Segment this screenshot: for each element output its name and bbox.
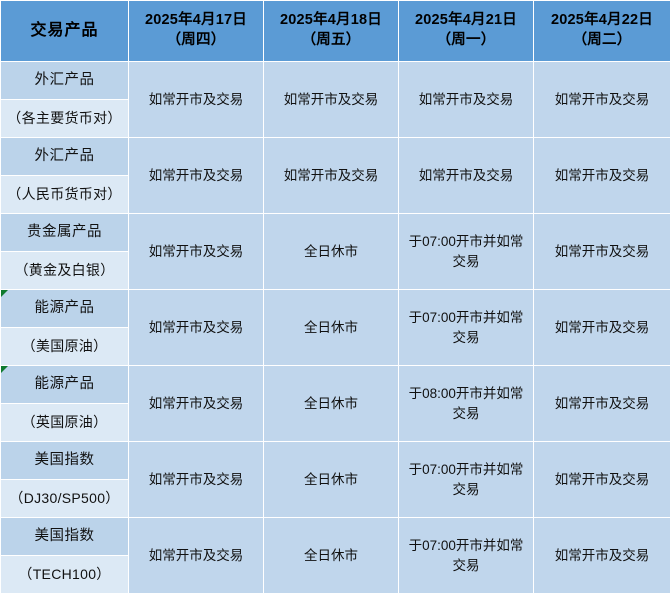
column-header-date-line: 2025年4月18日 [266, 11, 396, 31]
schedule-cell-0422: 如常开市及交易 [534, 62, 670, 138]
schedule-cell-0417: 如常开市及交易 [129, 62, 264, 138]
table-row: 能源产品 如常开市及交易 全日休市 于08:00开市并如常交易 如常开市及交易 [1, 366, 670, 404]
table-header: 交易产品 2025年4月17日 （周四） 2025年4月18日 （周五） 202… [1, 1, 670, 62]
column-header-product: 交易产品 [1, 1, 129, 62]
schedule-cell-0417: 如常开市及交易 [129, 366, 264, 442]
product-sub-cell: （美国原油） [1, 328, 129, 366]
schedule-cell-text: 于07:00开市并如常交易 [404, 460, 528, 499]
schedule-cell-0418: 全日休市 [264, 518, 399, 594]
comment-marker-icon [1, 290, 8, 297]
product-name-cell: 美国指数 [1, 442, 129, 480]
schedule-cell-0417: 如常开市及交易 [129, 518, 264, 594]
column-header-date-line: 2025年4月21日 [401, 11, 531, 31]
schedule-cell-text: 于08:00开市并如常交易 [404, 384, 528, 423]
schedule-cell-text: 全日休市 [269, 470, 393, 490]
schedule-cell-text: 如常开市及交易 [540, 394, 664, 414]
table-row: 贵金属产品 如常开市及交易 全日休市 于07:00开市并如常交易 如常开市及交易 [1, 214, 670, 252]
schedule-cell-0421: 如常开市及交易 [399, 62, 534, 138]
schedule-cell-text: 于07:00开市并如常交易 [404, 536, 528, 575]
product-sub-cell: （英国原油） [1, 404, 129, 442]
column-header-date-line: 2025年4月17日 [131, 11, 261, 31]
schedule-cell-text: 如常开市及交易 [134, 470, 258, 490]
schedule-cell-0418: 全日休市 [264, 366, 399, 442]
column-header-weekday-line: （周五） [266, 31, 396, 51]
schedule-cell-text: 如常开市及交易 [134, 166, 258, 186]
schedule-cell-0417: 如常开市及交易 [129, 138, 264, 214]
schedule-cell-0418: 如常开市及交易 [264, 138, 399, 214]
schedule-cell-text: 如常开市及交易 [540, 242, 664, 262]
table-row: 外汇产品 如常开市及交易 如常开市及交易 如常开市及交易 如常开市及交易 [1, 138, 670, 176]
schedule-cell-0421: 如常开市及交易 [399, 138, 534, 214]
schedule-cell-0417: 如常开市及交易 [129, 214, 264, 290]
product-sub-cell: （TECH100） [1, 556, 129, 594]
schedule-cell-text: 如常开市及交易 [134, 318, 258, 338]
schedule-cell-0422: 如常开市及交易 [534, 518, 670, 594]
product-name-cell: 外汇产品 [1, 62, 129, 100]
product-sub-cell: （DJ30/SP500） [1, 480, 129, 518]
schedule-cell-text: 如常开市及交易 [540, 546, 664, 566]
table-row: 美国指数 如常开市及交易 全日休市 于07:00开市并如常交易 如常开市及交易 [1, 442, 670, 480]
schedule-cell-text: 于07:00开市并如常交易 [404, 232, 528, 271]
schedule-cell-0421: 于08:00开市并如常交易 [399, 366, 534, 442]
comment-marker-icon [1, 366, 8, 373]
schedule-cell-text: 如常开市及交易 [134, 546, 258, 566]
table-row: 美国指数 如常开市及交易 全日休市 于07:00开市并如常交易 如常开市及交易 [1, 518, 670, 556]
schedule-cell-text: 全日休市 [269, 318, 393, 338]
schedule-cell-0422: 如常开市及交易 [534, 138, 670, 214]
product-name-cell: 能源产品 [1, 290, 129, 328]
schedule-cell-text: 如常开市及交易 [540, 166, 664, 186]
product-name-text: 能源产品 [35, 300, 95, 316]
schedule-cell-0421: 于07:00开市并如常交易 [399, 214, 534, 290]
product-name-text: 能源产品 [35, 376, 95, 392]
schedule-cell-text: 如常开市及交易 [134, 394, 258, 414]
schedule-cell-text: 如常开市及交易 [540, 470, 664, 490]
schedule-cell-0417: 如常开市及交易 [129, 290, 264, 366]
table-body: 外汇产品 如常开市及交易 如常开市及交易 如常开市及交易 如常开市及交易 （各主… [1, 62, 670, 594]
column-header-2025-04-18: 2025年4月18日 （周五） [264, 1, 399, 62]
schedule-cell-0421: 于07:00开市并如常交易 [399, 518, 534, 594]
product-name-cell: 外汇产品 [1, 138, 129, 176]
product-name-cell: 贵金属产品 [1, 214, 129, 252]
table-row: 外汇产品 如常开市及交易 如常开市及交易 如常开市及交易 如常开市及交易 [1, 62, 670, 100]
schedule-cell-0421: 于07:00开市并如常交易 [399, 442, 534, 518]
schedule-cell-0422: 如常开市及交易 [534, 290, 670, 366]
schedule-cell-text: 全日休市 [269, 242, 393, 262]
schedule-cell-0422: 如常开市及交易 [534, 442, 670, 518]
column-header-2025-04-21: 2025年4月21日 （周一） [399, 1, 534, 62]
column-header-date-line: 2025年4月22日 [536, 11, 668, 31]
schedule-cell-text: 如常开市及交易 [269, 166, 393, 186]
column-header-2025-04-22: 2025年4月22日 （周二） [534, 1, 670, 62]
product-sub-cell: （人民币货币对） [1, 176, 129, 214]
schedule-cell-0421: 于07:00开市并如常交易 [399, 290, 534, 366]
schedule-cell-0418: 如常开市及交易 [264, 62, 399, 138]
schedule-cell-0417: 如常开市及交易 [129, 442, 264, 518]
schedule-cell-0422: 如常开市及交易 [534, 366, 670, 442]
schedule-cell-text: 全日休市 [269, 546, 393, 566]
product-sub-cell: （各主要货币对） [1, 100, 129, 138]
schedule-cell-text: 如常开市及交易 [540, 318, 664, 338]
schedule-cell-text: 如常开市及交易 [404, 166, 528, 186]
column-header-weekday-line: （周一） [401, 31, 531, 51]
schedule-cell-text: 如常开市及交易 [540, 90, 664, 110]
product-name-cell: 美国指数 [1, 518, 129, 556]
schedule-cell-0418: 全日休市 [264, 290, 399, 366]
schedule-cell-text: 如常开市及交易 [134, 90, 258, 110]
table-row: 能源产品 如常开市及交易 全日休市 于07:00开市并如常交易 如常开市及交易 [1, 290, 670, 328]
schedule-cell-text: 于07:00开市并如常交易 [404, 308, 528, 347]
schedule-cell-text: 全日休市 [269, 394, 393, 414]
column-header-2025-04-17: 2025年4月17日 （周四） [129, 1, 264, 62]
schedule-cell-text: 如常开市及交易 [269, 90, 393, 110]
product-sub-cell: （黄金及白银） [1, 252, 129, 290]
schedule-cell-0418: 全日休市 [264, 442, 399, 518]
column-header-product-line-1: 交易产品 [3, 20, 126, 42]
column-header-weekday-line: （周四） [131, 31, 261, 51]
schedule-cell-text: 如常开市及交易 [404, 90, 528, 110]
schedule-cell-0418: 全日休市 [264, 214, 399, 290]
product-name-cell: 能源产品 [1, 366, 129, 404]
column-header-weekday-line: （周二） [536, 31, 668, 51]
schedule-cell-0422: 如常开市及交易 [534, 214, 670, 290]
schedule-cell-text: 如常开市及交易 [134, 242, 258, 262]
header-row: 交易产品 2025年4月17日 （周四） 2025年4月18日 （周五） 202… [1, 1, 670, 62]
